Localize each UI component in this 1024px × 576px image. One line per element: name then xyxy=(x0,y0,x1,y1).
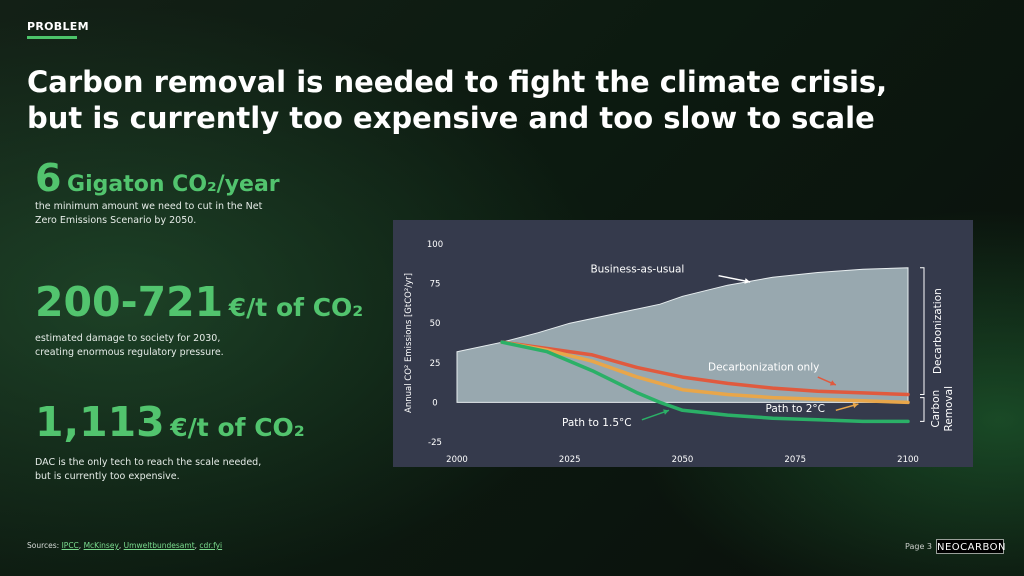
series-area-business-as-usual xyxy=(456,267,909,403)
bracket-decarbonization xyxy=(920,267,925,395)
stat-description-line: creating enormous regulatory pressure. xyxy=(35,347,224,358)
y-tick-label: -25 xyxy=(428,438,442,448)
stat-dac-cost: 1,113 €/t of CO₂ DAC is the only tech to… xyxy=(35,398,305,484)
emissions-chart-svg: -25 0 25 50 75 100 2000 2025 2050 2075 2100 Annual … xyxy=(404,240,955,465)
stat-description: DAC is the only tech to reach the scale … xyxy=(35,456,285,484)
y-tick-label: 50 xyxy=(430,319,441,329)
stat-number: 6 xyxy=(35,156,62,200)
x-tick-label: 2000 xyxy=(446,455,468,465)
section-kicker: PROBLEM xyxy=(27,20,89,33)
stat-gigaton: 6 Gigaton CO₂/year the minimum amount we… xyxy=(35,156,285,228)
stat-value: 1,113 €/t of CO₂ xyxy=(35,398,305,446)
kicker-underline xyxy=(27,36,77,39)
title-line-1: Carbon removal is needed to fight the cl… xyxy=(27,65,888,99)
stat-number: 1,113 xyxy=(35,398,165,446)
arrow-path-1-5c-head xyxy=(663,409,669,415)
annotation-decarbonization-only: Decarbonization only xyxy=(708,362,819,374)
arrow-decarbonization-only-head xyxy=(829,380,836,386)
sources-label: Sources: xyxy=(27,541,62,550)
annotation-path-2c: Path to 2°C xyxy=(765,403,825,415)
stat-description-line: DAC is the only tech to reach the scale … xyxy=(35,457,262,468)
annotation-business-as-usual: Business-as-usual xyxy=(590,264,684,276)
neocarbon-logo: NEOCARBON xyxy=(936,539,1005,554)
bracket-label-carbon: Carbon xyxy=(930,390,942,428)
arrow-business-as-usual xyxy=(718,274,751,283)
stat-description: estimated damage to society for 2030, cr… xyxy=(35,332,285,360)
annotation-path-1-5c: Path to 1.5°C xyxy=(562,417,632,429)
stat-description: the minimum amount we need to cut in the… xyxy=(35,201,263,226)
stat-damage-cost: 200-721 €/t of CO₂ estimated damage to s… xyxy=(35,278,363,360)
x-tick-label: 2050 xyxy=(672,455,694,465)
stat-description-line: estimated damage to society for 2030, xyxy=(35,333,221,344)
bracket-carbon-removal xyxy=(920,397,925,422)
title-line-2: but is currently too expensive and too s… xyxy=(27,101,875,135)
stat-unit: €/t of CO₂ xyxy=(170,413,305,442)
stat-unit: Gigaton CO₂/year xyxy=(67,172,280,197)
source-link-mckinsey[interactable]: McKinsey xyxy=(83,541,119,550)
x-tick-label: 2025 xyxy=(559,455,581,465)
arrow-path-2c-head xyxy=(852,402,859,409)
sources-footer: Sources: IPCC, McKinsey, Umweltbundesamt… xyxy=(27,541,223,550)
y-tick-label: 0 xyxy=(432,398,437,408)
y-axis-label: Annual CO² Emissions [GtCO²/yr] xyxy=(404,273,414,413)
source-link-cdr-fyi[interactable]: cdr.fyi xyxy=(199,541,223,550)
emissions-chart: -25 0 25 50 75 100 2000 2025 2050 2075 2100 Annual … xyxy=(393,220,973,467)
arrow-business-as-usual-head xyxy=(744,278,751,284)
page-number: Page 3 xyxy=(905,542,932,551)
series-line-path-1-5c xyxy=(500,340,910,424)
x-tick-label: 2100 xyxy=(897,455,919,465)
stat-unit: €/t of CO₂ xyxy=(228,293,364,322)
stat-description-line: but is currently too expensive. xyxy=(35,471,180,482)
source-link-umweltbundesamt[interactable]: Umweltbundesamt xyxy=(123,541,195,550)
stat-value: 6 Gigaton CO₂/year xyxy=(35,156,285,200)
x-tick-label: 2075 xyxy=(784,455,806,465)
stat-number: 200-721 xyxy=(35,278,224,326)
bracket-label-removal: Removal xyxy=(943,386,955,432)
source-link-ipcc[interactable]: IPCC xyxy=(61,541,79,550)
y-tick-label: 100 xyxy=(427,240,443,250)
page-title: Carbon removal is needed to fight the cl… xyxy=(27,64,927,136)
y-tick-label: 25 xyxy=(430,359,441,369)
series-line-decarbonization-only xyxy=(500,340,910,397)
series-line-path-2c xyxy=(500,340,910,405)
y-tick-label: 75 xyxy=(430,280,441,290)
bracket-label-decarbonization: Decarbonization xyxy=(932,288,944,374)
stat-value: 200-721 €/t of CO₂ xyxy=(35,278,363,326)
